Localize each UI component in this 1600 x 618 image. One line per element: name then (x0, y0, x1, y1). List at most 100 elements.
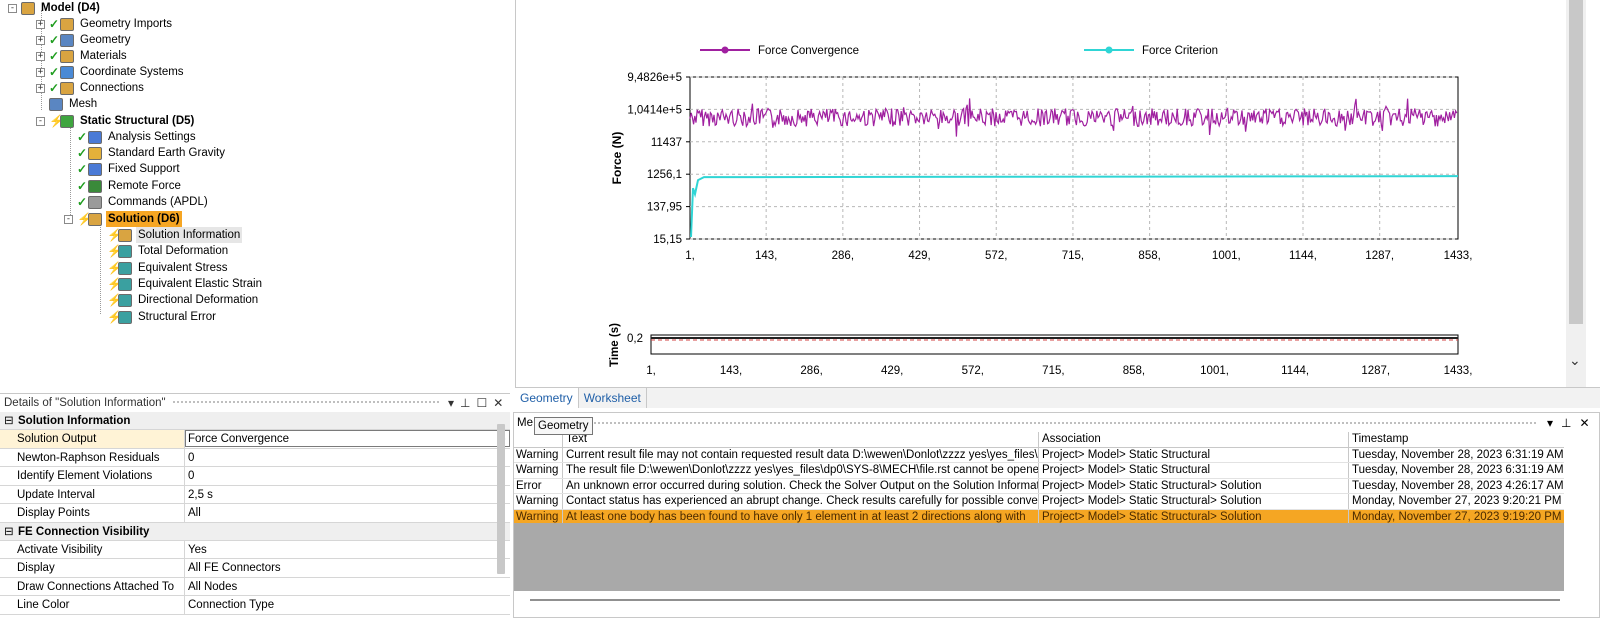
details-row[interactable]: Update Interval 2,5 s (0, 485, 510, 504)
details-row[interactable]: Activate Visibility Yes (0, 540, 510, 559)
tree-node-connections[interactable]: + ✓ Connections (36, 80, 146, 96)
details-value[interactable]: 0 (188, 451, 195, 464)
message-row[interactable]: Warning Contact status has experienced an… (514, 494, 1564, 510)
tab-geometry[interactable]: Geometry (515, 388, 579, 408)
tree-node-solution-information[interactable]: ⚡ Solution Information (94, 227, 243, 243)
message-timestamp: Tuesday, November 28, 2023 6:31:19 AM (1352, 464, 1564, 476)
details-key: Solution Output (0, 430, 185, 448)
tree-node-directional-deformation[interactable]: ⚡ Directional Deformation (94, 292, 260, 308)
details-row[interactable]: Display Points All (0, 504, 510, 523)
tree-node-equivalent-stress[interactable]: ⚡ Equivalent Stress (94, 260, 230, 276)
tree-node-total-deformation[interactable]: ⚡ Total Deformation (94, 243, 230, 259)
tree-node-commands-apdl[interactable]: ✓ Commands (APDL) (64, 194, 210, 210)
details-value[interactable]: 2,5 s (188, 488, 213, 501)
expand-icon[interactable]: + (36, 34, 45, 45)
column-header[interactable]: Timestamp (1352, 433, 1409, 445)
expand-icon[interactable]: + (36, 18, 45, 29)
details-value[interactable]: 0 (188, 470, 195, 482)
tree-node-label: Fixed Support (108, 163, 180, 175)
details-value[interactable]: Force Convergence▼ (185, 430, 510, 448)
expand-icon[interactable]: + (36, 82, 45, 93)
info-icon (118, 228, 132, 242)
column-header[interactable] (514, 432, 563, 447)
details-row[interactable]: Draw Connections Attached To All Nodes (0, 577, 510, 596)
tree-node-static-structural-d5[interactable]: - ⚡ Static Structural (D5) (36, 113, 196, 129)
collapse-icon[interactable]: - (64, 213, 73, 224)
details-value[interactable]: All Nodes (188, 580, 238, 593)
tree-connector-line (70, 125, 71, 217)
tree-node-equivalent-elastic-strain[interactable]: ⚡ Equivalent Elastic Strain (94, 276, 264, 292)
lightning-status-icon: ⚡ (107, 277, 122, 291)
check-status-icon: ✓ (49, 65, 60, 79)
close-icon[interactable]: ✕ (1579, 416, 1590, 430)
force-icon (88, 179, 102, 193)
message-row[interactable]: Warning At least one body has been found … (514, 509, 1564, 525)
plot-frame (689, 76, 1459, 240)
tree-node-analysis-settings[interactable]: ✓ Analysis Settings (64, 129, 198, 145)
pin-icon[interactable]: ⊥ (460, 396, 471, 410)
column-header[interactable]: Text (563, 432, 1039, 447)
tree-node-standard-earth-gravity[interactable]: ✓ Standard Earth Gravity (64, 145, 227, 161)
tree-node-solution-d6[interactable]: - ⚡ Solution (D6) (64, 211, 182, 227)
messages-table[interactable]: Text Association Timestamp Warning Current r… (514, 432, 1564, 525)
details-group-header[interactable]: ⊟ FE Connection Visibility (0, 522, 510, 541)
outline-tree[interactable]: - Model (D4) + ✓ Geometry Imports + ✓ Geometry +… (0, 0, 515, 393)
maximize-icon[interactable]: ☐ (476, 396, 488, 410)
details-row[interactable]: Newton-Raphson Residuals 0 (0, 448, 510, 467)
solution-output-dropdown[interactable]: Force Convergence▼ (185, 430, 510, 447)
pin-icon[interactable]: ⊥ (1561, 416, 1572, 430)
details-value[interactable]: All (188, 507, 201, 519)
tree-node-label: Materials (80, 50, 127, 62)
tree-node-fixed-support[interactable]: ✓ Fixed Support (64, 161, 182, 177)
chevron-down-icon[interactable]: ⌄ (1569, 352, 1581, 368)
collapse-icon[interactable]: - (8, 2, 17, 13)
tree-node-structural-error[interactable]: ⚡ Structural Error (94, 309, 218, 325)
dropdown-icon[interactable]: ▾ (448, 396, 455, 410)
tree-node-label: Coordinate Systems (80, 66, 184, 78)
tree-node-geometry-imports[interactable]: + ✓ Geometry Imports (36, 16, 174, 32)
tree-node-label: Equivalent Elastic Strain (138, 278, 263, 290)
result-icon (118, 261, 132, 275)
tree-node-remote-force[interactable]: ✓ Remote Force (64, 178, 183, 194)
result-icon (118, 310, 132, 324)
dropdown-icon[interactable]: ▾ (1547, 416, 1554, 430)
tree-node-materials[interactable]: + ✓ Materials (36, 48, 129, 64)
details-value[interactable]: Yes (188, 543, 207, 556)
message-row[interactable]: Warning Current result file may not conta… (514, 447, 1564, 463)
collapse-icon[interactable]: - (36, 115, 45, 126)
tree-node-mesh[interactable]: Mesh (36, 96, 99, 112)
expand-icon[interactable]: + (36, 50, 45, 61)
scrollbar-thumb[interactable] (1569, 0, 1583, 324)
messages-window-buttons[interactable]: ▾ ⊥ ✕ (1547, 413, 1599, 433)
collapse-icon[interactable]: ⊟ (4, 525, 14, 538)
grip-icon[interactable] (171, 400, 440, 405)
chart-vertical-scrollbar[interactable]: ⌄ (1566, 0, 1586, 387)
message-row[interactable]: Error An unknown error occurred during so… (514, 478, 1564, 494)
tree-node-geometry[interactable]: + ✓ Geometry (36, 32, 133, 48)
details-window-buttons[interactable]: ▾ ⊥ ☐ ✕ (448, 394, 510, 412)
details-row[interactable]: Display All FE Connectors (0, 559, 510, 578)
messages-horizontal-scrollbar[interactable] (530, 599, 1560, 601)
details-value[interactable]: Connection Type (188, 599, 275, 611)
details-row[interactable]: Identify Element Violations 0 (0, 467, 510, 486)
grip-icon[interactable] (572, 421, 1537, 426)
details-row[interactable]: Line Color Connection Type (0, 596, 510, 615)
close-icon[interactable]: ✕ (493, 396, 504, 410)
details-value[interactable]: All FE Connectors (188, 562, 281, 574)
legend-label-force-criterion: Force Criterion (1142, 45, 1218, 57)
tree-node-model-d4[interactable]: - Model (D4) (8, 0, 102, 16)
tab-worksheet[interactable]: Worksheet (579, 388, 647, 408)
expand-icon[interactable]: + (36, 66, 45, 77)
message-row[interactable]: Warning The result file D:\wewen\Donlot\z… (514, 463, 1564, 479)
collapse-icon[interactable]: ⊟ (4, 415, 14, 427)
time-x-tick-label: 1433, (1444, 365, 1473, 377)
tree-node-label: Mesh (69, 98, 98, 110)
message-association: Project> Model> Static Structural (1039, 463, 1349, 478)
legend-marker-force-criterion (1105, 46, 1113, 54)
message-type: Warning (514, 494, 563, 509)
tree-node-coordinate-systems[interactable]: + ✓ Coordinate Systems (36, 64, 186, 80)
details-group-header[interactable]: ⊟ Solution Information (0, 412, 510, 430)
column-header[interactable]: Association (1039, 432, 1349, 447)
details-scrollbar[interactable] (497, 424, 505, 574)
